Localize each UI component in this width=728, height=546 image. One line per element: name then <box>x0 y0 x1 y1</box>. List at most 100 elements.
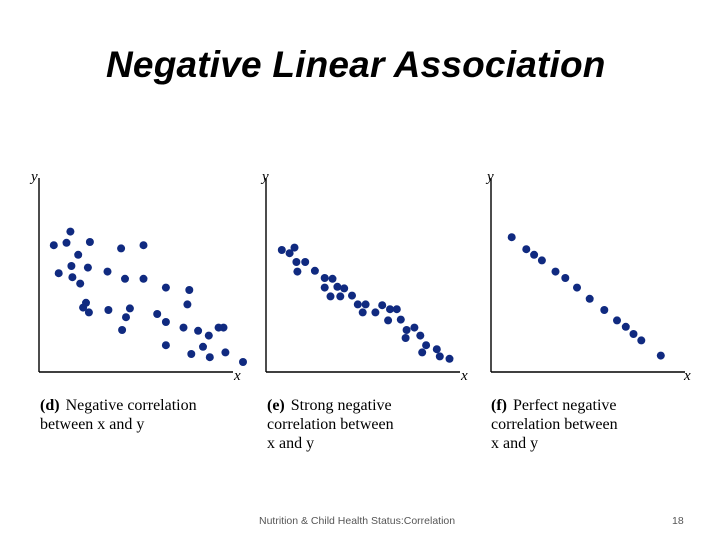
data-point <box>84 308 93 317</box>
data-point <box>161 341 170 350</box>
caption-line-1: Strong negative <box>290 397 392 414</box>
data-point <box>104 306 113 314</box>
data-point <box>185 286 194 294</box>
data-point <box>67 262 76 270</box>
y-axis-label: y <box>29 169 38 185</box>
data-point <box>62 238 71 247</box>
data-point <box>68 273 77 282</box>
data-point <box>422 341 431 350</box>
data-point <box>392 305 401 314</box>
data-point <box>432 345 441 354</box>
data-point <box>507 233 516 242</box>
caption-tag: (f) <box>491 397 507 414</box>
data-point <box>320 283 329 292</box>
caption-tag: (d) <box>40 397 60 414</box>
data-point <box>117 244 126 253</box>
data-point <box>74 250 83 259</box>
data-point <box>285 249 294 258</box>
data-point <box>656 351 665 360</box>
data-point <box>402 326 411 334</box>
data-point <box>522 245 531 254</box>
x-axis-label: x <box>460 368 468 384</box>
data-point <box>199 342 207 351</box>
data-point <box>410 323 419 332</box>
data-point <box>371 308 380 317</box>
caption-line-2: between x and y <box>40 416 145 433</box>
data-point <box>187 350 196 358</box>
data-point <box>290 243 299 252</box>
data-point <box>161 283 170 292</box>
data-point <box>336 292 345 301</box>
caption-line-1: Perfect negative <box>512 397 617 414</box>
data-point <box>85 238 94 246</box>
data-point <box>637 336 646 345</box>
data-point <box>435 352 444 361</box>
data-point <box>79 303 88 312</box>
scatter-points <box>49 227 247 366</box>
scatter-panel-e: y x <box>260 169 468 384</box>
data-point <box>326 292 335 301</box>
caption-line-1: Negative correlation <box>65 397 197 414</box>
data-point <box>418 348 427 357</box>
data-point <box>551 267 560 276</box>
data-point <box>103 267 112 276</box>
data-point <box>401 334 410 342</box>
data-point <box>378 301 387 310</box>
data-point <box>204 331 213 340</box>
data-point <box>122 313 130 322</box>
data-point <box>118 326 127 334</box>
data-point <box>416 331 425 340</box>
scatter-points <box>277 243 454 363</box>
data-point <box>83 263 92 272</box>
data-point <box>629 330 638 338</box>
data-point <box>49 241 58 250</box>
caption-panel-e: (e) Strong negative correlation between … <box>267 396 487 453</box>
data-point <box>76 279 85 288</box>
data-point <box>613 316 621 325</box>
y-axis-label: y <box>260 169 269 185</box>
data-point <box>54 269 63 278</box>
data-point <box>386 305 394 314</box>
caption-line-3: x and y <box>491 435 539 452</box>
data-point <box>353 300 362 309</box>
data-point <box>358 308 367 317</box>
scatter-panel-f: y x <box>485 169 691 384</box>
y-axis-label: y <box>485 169 494 185</box>
caption-panel-f: (f) Perfect negative correlation between… <box>491 396 711 453</box>
x-axis-label: x <box>683 368 691 384</box>
scatter-panel-d: y x <box>29 169 247 384</box>
data-point <box>310 266 319 275</box>
scatter-points <box>507 233 665 360</box>
data-point <box>537 256 546 265</box>
x-axis-label: x <box>233 368 241 384</box>
data-point <box>219 323 228 332</box>
data-point <box>600 306 609 314</box>
data-point <box>179 323 188 332</box>
data-point <box>396 315 405 324</box>
caption-line-3: x and y <box>267 435 315 452</box>
data-point <box>221 348 230 357</box>
data-point <box>293 267 302 276</box>
caption-line-2: correlation between <box>267 416 394 433</box>
data-point <box>445 354 454 363</box>
data-point <box>139 274 148 283</box>
data-point <box>121 274 129 283</box>
data-point <box>348 291 356 300</box>
data-point <box>573 283 581 292</box>
data-point <box>205 353 214 362</box>
data-point <box>333 282 342 291</box>
caption-tag: (e) <box>267 397 285 414</box>
data-point <box>194 326 203 335</box>
data-point <box>153 310 162 318</box>
caption-panel-d: (d) Negative correlation between x and y <box>40 396 260 434</box>
data-point <box>139 241 148 250</box>
data-point <box>183 300 192 309</box>
data-point <box>239 358 247 366</box>
data-point <box>292 258 301 266</box>
data-point <box>340 284 349 293</box>
data-point <box>621 322 630 331</box>
data-point <box>161 318 170 326</box>
data-point <box>320 274 329 282</box>
caption-line-2: correlation between <box>491 416 618 433</box>
data-point <box>328 274 337 283</box>
